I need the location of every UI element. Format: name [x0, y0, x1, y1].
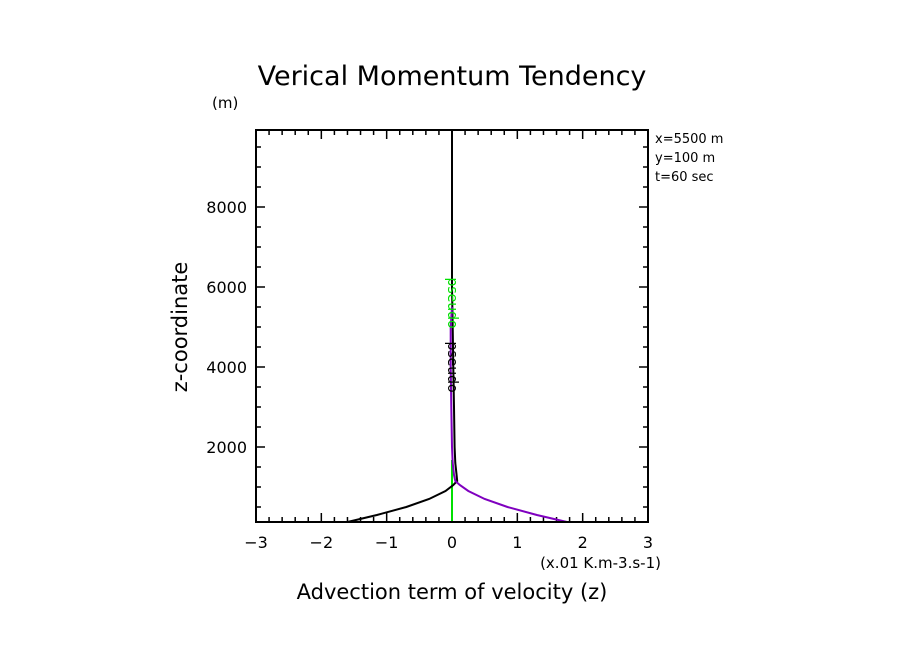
curve-label: pseudo — [444, 277, 460, 328]
y-axis-label: z-coordinate — [168, 262, 192, 393]
axis-ticks: −3 −2 −1 0 1 2 3 2000 4000 6000 8000 — [206, 130, 653, 552]
series-purple-line — [449, 306, 568, 523]
x-tick-label: −1 — [375, 533, 399, 552]
x-tick-label: 0 — [447, 533, 457, 552]
info-line-2: y=100 m — [655, 151, 715, 166]
x-tick-label: 3 — [643, 533, 653, 552]
plot-lines — [347, 130, 568, 523]
x-tick-label: −2 — [310, 533, 334, 552]
annotations: pseudo pseudo — [444, 277, 460, 392]
chart-title: Verical Momentum Tendency — [258, 61, 647, 92]
y-tick-label: 8000 — [206, 198, 247, 217]
info-line-1: x=5500 m — [655, 132, 723, 147]
y-tick-label: 2000 — [206, 438, 247, 457]
y-tick-label: 4000 — [206, 358, 247, 377]
plot-frame — [255, 129, 649, 523]
x-axis-label: Advection term of velocity (z) — [297, 580, 608, 604]
x-tick-label: 2 — [578, 533, 588, 552]
info-line-3: t=60 sec — [655, 170, 714, 185]
x-tick-label: −3 — [244, 533, 268, 552]
x-units-label: (x.01 K.m-3.s-1) — [540, 554, 661, 572]
y-tick-label: 6000 — [206, 278, 247, 297]
series-black-line — [347, 130, 459, 523]
x-tick-label: 1 — [512, 533, 522, 552]
y-units-label: (m) — [212, 94, 238, 112]
curve-label: pseudo — [444, 341, 460, 392]
